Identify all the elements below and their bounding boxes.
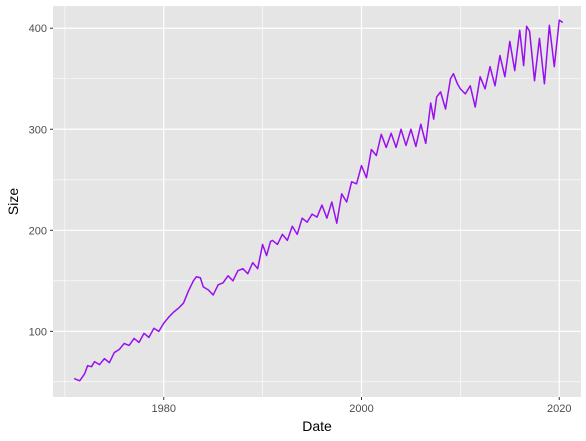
series-line: [74, 19, 563, 382]
y-axis: 100 200 300 400: [29, 23, 53, 338]
x-tick-label: 2000: [349, 403, 373, 415]
y-tick-label: 100: [29, 326, 47, 338]
major-gridlines: [53, 6, 581, 397]
y-tick-label: 300: [29, 124, 47, 136]
x-axis: 1980 2000 2020: [151, 397, 571, 415]
y-tick-label: 200: [29, 225, 47, 237]
series-layer: [74, 19, 563, 382]
y-tick-label: 400: [29, 23, 47, 35]
x-tick-label: 1980: [151, 403, 175, 415]
x-axis-title: Date: [302, 418, 332, 434]
y-axis-title: Size: [5, 188, 21, 215]
x-tick-label: 2020: [547, 403, 571, 415]
